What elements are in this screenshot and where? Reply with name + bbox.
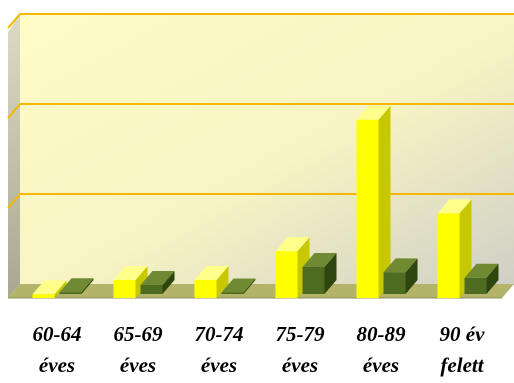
gridlines xyxy=(7,13,514,209)
left-wall xyxy=(8,14,20,298)
x-tick-label-2-1: éves xyxy=(201,353,237,377)
x-tick-label-0-0: 60-64 xyxy=(33,322,82,346)
x-tick-label-3-1: éves xyxy=(282,353,318,377)
bar-series2-1 xyxy=(140,271,175,294)
plot-background xyxy=(20,14,514,284)
x-tick-label-5-0: 90 év xyxy=(440,322,486,346)
gridline-0 xyxy=(7,193,514,209)
bar-series1-0 xyxy=(32,280,67,298)
bar-series2-4 xyxy=(383,258,418,294)
bar-series2-2 xyxy=(221,278,256,294)
bars xyxy=(32,105,499,298)
x-tick-label-2-0: 70-74 xyxy=(195,322,244,346)
x-tick-label-4-0: 80-89 xyxy=(357,322,406,346)
gridline-2 xyxy=(7,13,514,29)
bar-series1-1 xyxy=(113,266,148,298)
x-tick-label-0-1: éves xyxy=(39,353,75,377)
bar-series2-0 xyxy=(59,278,94,294)
bar-series2-3 xyxy=(302,253,337,294)
bar-series1-2 xyxy=(194,266,229,298)
x-tick-label-1-0: 65-69 xyxy=(114,322,163,346)
x-tick-label-3-0: 75-79 xyxy=(276,322,325,346)
gridline-1 xyxy=(7,103,514,119)
bar-series2-5 xyxy=(464,263,499,294)
x-tick-label-5-1: felett xyxy=(440,353,484,377)
x-tick-label-1-1: éves xyxy=(120,353,156,377)
x-tick-label-4-1: éves xyxy=(363,353,399,377)
x-axis-labels: 60-64 éves 65-69 éves 70-74 éves 75-79 éves 80-8… xyxy=(33,322,486,377)
bar-series1-4 xyxy=(356,105,391,298)
